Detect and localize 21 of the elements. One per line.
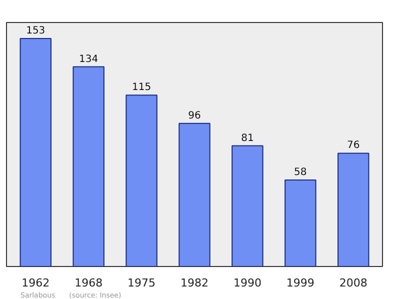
bar [284,180,316,266]
x-tick-label: 2008 [339,276,368,290]
bar [178,122,210,266]
x-tick-label: 1968 [74,276,103,290]
data-label: 96 [188,110,201,122]
data-label: 134 [79,54,98,65]
data-label: 58 [294,167,307,178]
bar [72,66,104,266]
x-tick-label: 1990 [233,276,262,290]
data-label: 81 [241,132,254,144]
data-label: 153 [26,25,46,36]
bar [232,145,264,266]
bar [20,38,52,266]
x-tick-label: 1962 [22,276,50,290]
x-tick-label: 1999 [286,276,314,290]
data-label: 76 [347,140,360,152]
x-tick-label: 1982 [180,276,209,290]
x-tick-label: 1975 [128,276,156,290]
bar [126,94,158,266]
bar [338,152,370,266]
data-label: 115 [132,82,152,94]
